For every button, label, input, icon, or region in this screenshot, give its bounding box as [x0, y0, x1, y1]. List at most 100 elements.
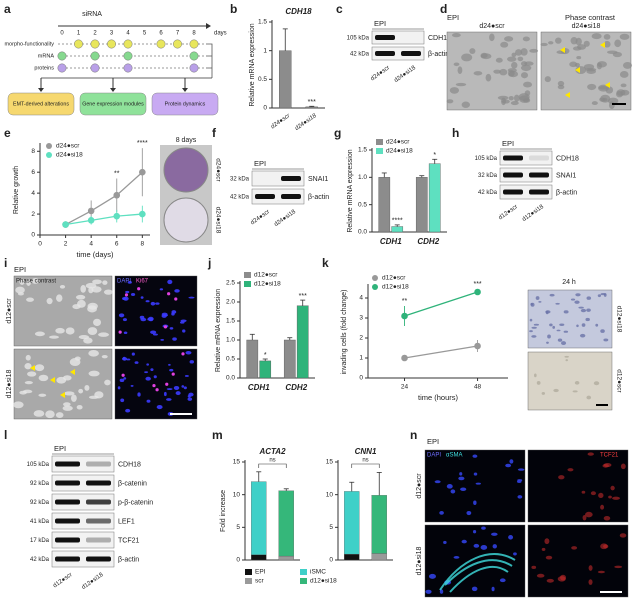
image-title: 24 h	[562, 279, 576, 286]
cell	[140, 317, 147, 322]
cell	[166, 388, 173, 391]
cell	[536, 573, 545, 578]
band	[55, 461, 80, 467]
kda-label: 105 kDa	[347, 36, 370, 42]
cell	[588, 565, 593, 571]
cell	[119, 378, 125, 383]
cell	[34, 331, 45, 337]
time-point	[123, 51, 133, 61]
cell	[123, 377, 127, 380]
cell	[74, 356, 81, 361]
kda-label: 32 kDa	[230, 177, 250, 183]
series-line	[65, 213, 143, 226]
bar-segment	[344, 491, 360, 555]
y-tick-label: 8	[31, 148, 35, 155]
legend-swatch	[300, 578, 307, 584]
bracket	[258, 463, 287, 468]
cell	[570, 36, 578, 45]
blot-strip	[51, 512, 115, 530]
cell	[553, 388, 559, 393]
day-unit: days	[214, 31, 227, 37]
protein-label: β-actin	[308, 194, 329, 201]
cell	[147, 317, 151, 321]
cell	[473, 500, 477, 506]
significance: ****	[137, 140, 148, 147]
cell	[586, 308, 591, 312]
time-point	[123, 39, 133, 49]
y-tick-label: 0.5	[226, 356, 235, 363]
cell	[597, 294, 602, 298]
cell	[583, 63, 595, 70]
cell	[65, 327, 75, 335]
cell	[80, 285, 87, 293]
cell	[130, 385, 134, 387]
micrograph	[424, 449, 526, 523]
band	[281, 176, 301, 181]
cell	[531, 565, 537, 570]
time-point	[90, 51, 100, 61]
cell	[127, 281, 132, 284]
blot-strip	[251, 170, 305, 187]
cell	[572, 390, 578, 393]
cell	[485, 73, 492, 82]
cell	[597, 570, 605, 574]
cell	[122, 318, 127, 322]
series-line	[65, 171, 143, 226]
legend-label: d24●scr	[56, 143, 80, 150]
cell	[561, 341, 567, 346]
row-label: proteins	[34, 65, 54, 71]
cell	[591, 101, 598, 106]
blot-strip	[251, 188, 305, 205]
band	[55, 480, 80, 486]
cell	[571, 546, 578, 550]
cell	[131, 352, 135, 356]
cell	[497, 95, 509, 100]
cell	[603, 338, 609, 342]
cell	[511, 61, 518, 69]
cell	[166, 398, 172, 401]
cell	[603, 40, 611, 48]
cell	[92, 279, 102, 285]
cell	[507, 56, 517, 62]
cell	[19, 278, 25, 285]
timeline-title: siRNA	[82, 11, 102, 18]
micrograph	[527, 351, 613, 411]
ki67-dot	[124, 293, 129, 297]
ki67-dot	[155, 388, 159, 392]
band	[281, 194, 301, 199]
cell	[471, 586, 478, 592]
bar	[283, 339, 296, 379]
y-tick-label: 5	[236, 524, 240, 531]
cell	[555, 302, 560, 305]
cell	[153, 375, 157, 379]
cell	[559, 323, 565, 327]
blot-strip	[51, 474, 115, 492]
cell	[117, 386, 121, 390]
day-label: 1	[77, 31, 81, 37]
ki67-dot	[174, 297, 178, 301]
cell	[520, 64, 532, 72]
ki67-dot	[163, 325, 168, 329]
cell	[457, 66, 463, 75]
legend-label: d24●si18	[56, 152, 83, 159]
cell	[565, 359, 569, 362]
outcome-box	[151, 92, 219, 116]
panel-label: j	[207, 256, 211, 270]
cell	[493, 69, 501, 74]
cell	[144, 371, 149, 374]
cell	[125, 408, 131, 413]
cell	[125, 290, 130, 294]
cell	[603, 515, 611, 521]
legend-label: d12●scr	[382, 275, 406, 282]
bar-segment	[344, 553, 360, 561]
cell	[557, 338, 563, 342]
bar	[391, 226, 404, 233]
time-point	[107, 39, 116, 49]
cell	[455, 82, 467, 87]
kda-label: 105 kDa	[27, 462, 50, 468]
cell	[466, 510, 472, 516]
day-label: 0	[60, 31, 64, 37]
legend-label: d12●si18	[382, 284, 409, 291]
legend-swatch	[372, 275, 378, 281]
cell	[446, 99, 454, 104]
